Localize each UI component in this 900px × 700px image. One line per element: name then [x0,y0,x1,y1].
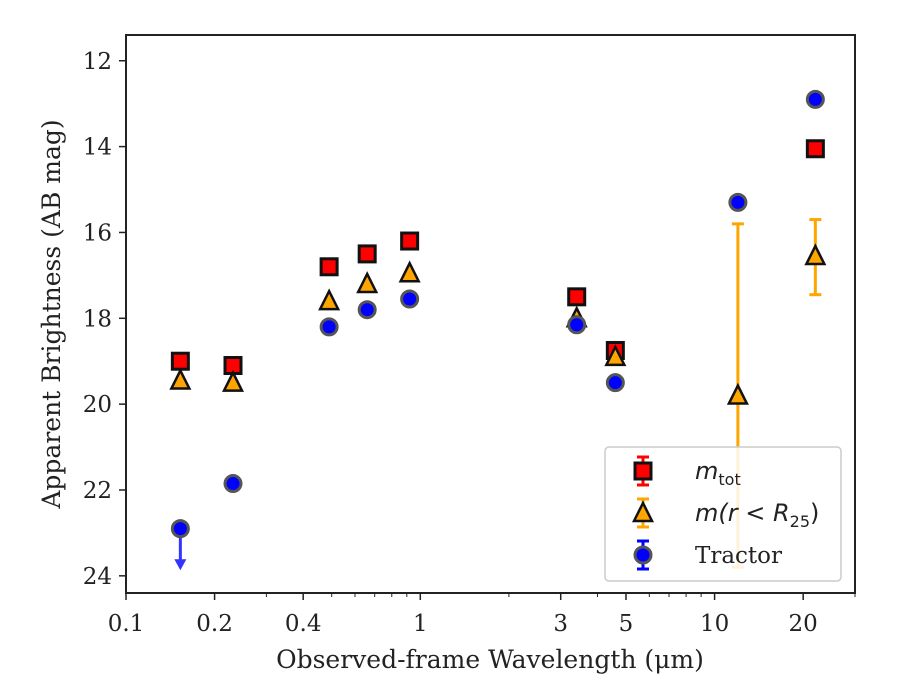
data-point-circle [605,373,625,393]
legend-marker-triangle [631,500,655,523]
y-tick-label: 24 [83,564,112,590]
x-tick-label: 1 [413,611,428,637]
y-tick-label: 12 [83,49,112,75]
plot-area [169,89,827,571]
y-tick-label: 20 [83,392,112,418]
data-point-triangle [804,243,827,266]
data-point-triangle [318,288,341,311]
data-point-triangle [726,382,749,405]
data-point-triangle [398,260,421,283]
x-axis-label: Observed-frame Wavelength (μm) [276,645,704,674]
upper-limit-arrow [174,559,187,571]
data-point-triangle [169,367,192,390]
plot-frame [125,34,856,594]
data-point-square [319,257,339,277]
legend-label: Tractor [695,543,782,569]
data-point-circle [357,300,377,320]
x-tick-label: 0.2 [196,611,233,637]
data-point-circle [805,89,825,109]
y-axis-label: Apparent Brightness (AB mag) [37,119,66,509]
data-point-circle [400,289,420,309]
data-point-square [357,244,377,264]
data-point-circle [728,192,748,212]
legend-marker-circle [633,545,653,565]
data-point-circle [170,519,190,539]
legend-label: mtot [695,457,741,489]
x-tick-label: 0.4 [285,611,322,637]
y-tick-label: 18 [83,306,112,332]
data-point-circle [319,317,339,337]
x-tick-label: 3 [553,611,568,637]
data-point-circle [223,474,243,494]
axes: 0.1 0.2 0.4 1 3 5 10 20 12 14 16 18 20 22 24 [83,49,856,637]
data-point-square [805,139,825,159]
legend-marker-square [633,461,653,481]
y-tick-label: 16 [83,220,112,246]
legend-box [604,446,842,582]
data-point-square [400,231,420,251]
x-tick-label: 10 [700,611,729,637]
data-point-square [567,287,587,307]
x-tick-label: 20 [789,611,818,637]
data-point-triangle [356,271,379,294]
y-tick-label: 14 [83,135,112,161]
x-tick-label: 5 [619,611,634,637]
legend-subscript: tot [718,470,740,489]
y-tick-label: 22 [83,478,112,504]
data-point-triangle [604,344,627,367]
legend-suffix: ) [810,499,819,527]
data-point-circle [567,315,587,335]
x-tick-label: 0.1 [108,611,145,637]
data-point-triangle [221,369,245,392]
legend-subscript: 25 [790,512,810,531]
data-point-square [170,351,190,371]
